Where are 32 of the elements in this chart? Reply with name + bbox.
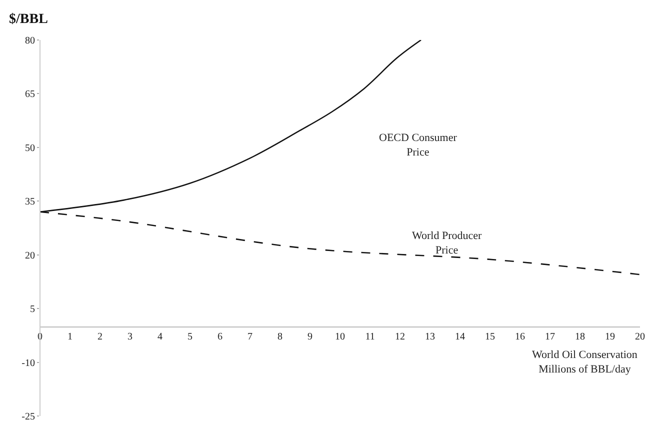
x-tick-label: 15 [485, 331, 495, 342]
x-tick-label: 12 [395, 331, 405, 342]
x-tick-label: 18 [575, 331, 585, 342]
x-tick-label: 6 [218, 331, 222, 342]
y-tick-label: 35 [25, 196, 35, 208]
x-axis-title: World Oil Conservation Millions of BBL/day [532, 349, 638, 376]
y-tick-label: 20 [25, 250, 35, 262]
y-tick-label: -25 [22, 412, 35, 422]
y-tick-label: 5 [30, 304, 35, 316]
x-tick-label: 16 [515, 331, 525, 342]
x-tick-label: 13 [425, 331, 435, 342]
y-tick-label: 80 [25, 36, 35, 46]
x-tick-label: 10 [335, 331, 345, 342]
y-tick-label: -10 [22, 358, 35, 369]
x-tick-label: 17 [545, 331, 555, 342]
y-tick-label: 65 [25, 89, 35, 100]
x-tick-label: 4 [158, 331, 162, 342]
x-tick-label: 8 [278, 331, 282, 342]
x-tick-label: 9 [308, 331, 312, 342]
annotation: World Producer Price [412, 230, 482, 256]
x-tick-label: 20 [635, 331, 645, 342]
x-tick-label: 3 [128, 331, 132, 342]
y-tick-label: 50 [25, 142, 35, 154]
x-tick-label: 7 [248, 331, 252, 342]
x-tick-label: 14 [455, 331, 465, 342]
annotation: OECD Consumer Price [379, 132, 458, 158]
x-tick-label: 19 [605, 331, 615, 342]
x-tick-label: 5 [188, 331, 192, 342]
x-tick-label: 11 [365, 331, 375, 342]
y-axis-title: $/BBL [9, 12, 48, 27]
x-tick-label: 1 [68, 331, 72, 342]
x-tick-label: 2 [98, 331, 102, 342]
